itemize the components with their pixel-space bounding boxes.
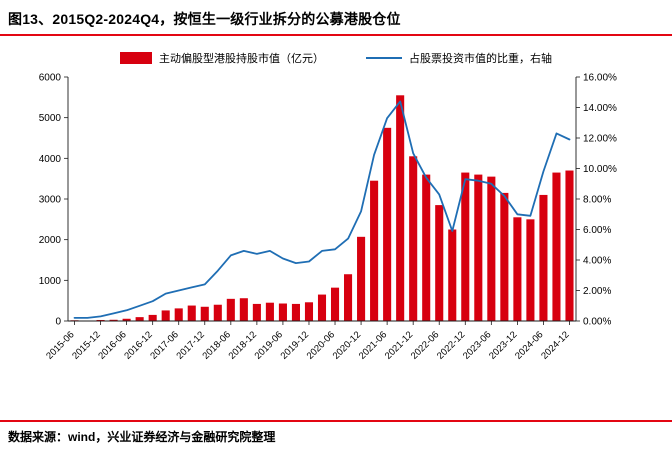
legend-label-bars: 主动偏股型港股持股市值（亿元）: [159, 53, 324, 65]
bar-2022-12: [461, 172, 470, 321]
bar-2015-12: [96, 319, 105, 321]
bar-2024-09: [552, 172, 561, 321]
bar-2022-06: [435, 205, 444, 321]
axis-tick-label: 2024-12: [539, 329, 571, 361]
bar-2019-09: [291, 303, 300, 321]
bar-2020-12: [357, 236, 366, 321]
legend-label-line: 占股票投资市值的比重，右轴: [409, 53, 552, 65]
axis-tick-label: 8.00%: [583, 195, 611, 206]
legend-item-bars: 主动偏股型港股持股市值（亿元）: [120, 50, 324, 66]
axis-tick-label: 4.00%: [583, 256, 611, 267]
bar-2017-09: [187, 305, 196, 321]
positions-chart: 0 1000 2000 3000 4000 5000 6000 0.00% 2.00% 4.00%…: [39, 73, 617, 362]
ratio-line: [73, 100, 571, 319]
bar-2018-03: [213, 304, 222, 321]
bar-2021-12: [409, 156, 418, 321]
bar-2020-03: [317, 294, 327, 321]
axis-tick-label: 6000: [39, 73, 62, 84]
bar-2022-09: [448, 229, 457, 321]
axis-tick-label: 4000: [39, 154, 62, 165]
bar-2021-09: [396, 95, 405, 321]
data-source-note: 数据来源：wind，兴业证券经济与金融研究院整理: [8, 430, 276, 444]
axis-tick-label: 10.00%: [583, 164, 617, 175]
bar-2016-06: [122, 318, 131, 321]
axis-tick-label: 2.00%: [583, 286, 611, 297]
figure-footer: 数据来源：wind，兴业证券经济与金融研究院整理: [0, 420, 672, 446]
axis-tick-label: 14.00%: [583, 103, 617, 114]
bar-2018-12: [252, 303, 261, 321]
bar-2023-12: [513, 217, 522, 321]
chart-legend: 主动偏股型港股持股市值（亿元） 占股票投资市值的比重，右轴: [0, 49, 672, 67]
bar-2016-09: [135, 317, 144, 321]
bar-2023-06: [487, 176, 496, 321]
bar-2019-03: [265, 302, 274, 321]
bar-2019-12: [304, 302, 314, 321]
bar-2019-06: [278, 303, 287, 321]
axis-tick-label: 3000: [39, 195, 62, 206]
bar-2023-09: [500, 192, 509, 321]
bar-2017-06: [174, 308, 183, 321]
bar-2020-09: [344, 274, 353, 321]
bar-2021-03: [370, 180, 379, 321]
bar-2017-12: [200, 306, 209, 321]
bar-2017-03: [161, 310, 170, 321]
legend-item-line: 占股票投资市值的比重，右轴: [366, 50, 552, 66]
axis-tick-label: 0: [55, 317, 61, 328]
line-series-swatch-icon: [366, 57, 402, 59]
axis-tick-label: 5000: [39, 113, 62, 124]
chart-area: 0 1000 2000 3000 4000 5000 6000 0.00% 2.00% 4.00%…: [0, 69, 672, 394]
bar-2018-06: [226, 298, 235, 321]
bar-2023-03: [474, 174, 483, 321]
axis-tick-label: 2000: [39, 235, 62, 246]
axis-tick-label: 1000: [39, 276, 62, 287]
figure-header: 图13、2015Q2-2024Q4，按恒生一级行业拆分的公募港股仓位: [0, 0, 672, 36]
bar-2018-09: [239, 298, 248, 321]
bar-2024-03: [526, 219, 535, 321]
figure-title: 图13、2015Q2-2024Q4，按恒生一级行业拆分的公募港股仓位: [8, 11, 401, 27]
bar-2016-12: [148, 314, 157, 321]
axis-tick-label: 0.00%: [583, 317, 611, 328]
bar-2024-06: [539, 194, 548, 321]
axis-tick-label: 6.00%: [583, 225, 611, 236]
bar-series-swatch-icon: [120, 52, 152, 64]
bar-2020-06: [330, 287, 340, 321]
bar-2022-03: [422, 174, 431, 321]
bar-2024-12: [565, 170, 574, 321]
bar-2016-03: [109, 319, 118, 321]
axis-tick-label: 16.00%: [583, 73, 617, 84]
axis-tick-label: 12.00%: [583, 134, 617, 145]
bar-2021-06: [383, 127, 392, 321]
